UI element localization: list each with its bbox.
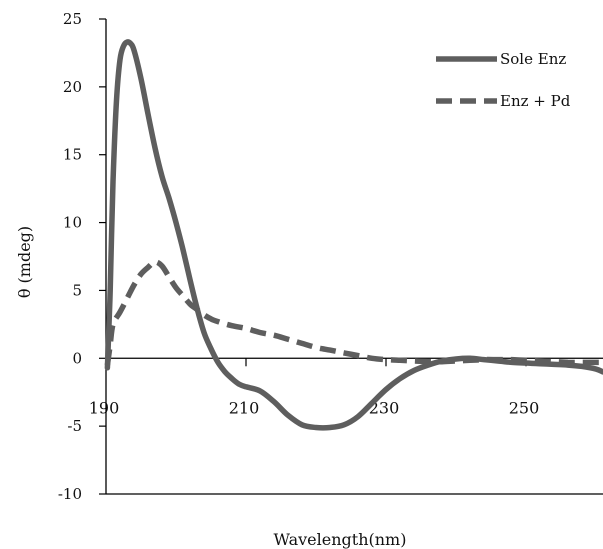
y-tick-label: -5: [67, 417, 82, 435]
x-tick-label: 210: [229, 398, 260, 417]
legend: Sole Enz Enz + Pd: [436, 50, 571, 110]
series-line-enz-pd: [104, 259, 603, 366]
y-tick-label: 10: [63, 214, 82, 232]
y-tick-label: 15: [63, 146, 82, 164]
y-tick-label: -10: [58, 485, 82, 503]
x-axis-label: Wavelength(nm): [274, 530, 407, 549]
y-tick-label: 5: [72, 281, 82, 299]
series-lines: [104, 39, 603, 431]
y-tick-label: 0: [72, 349, 82, 367]
x-tick-label: 230: [369, 398, 400, 417]
y-axis-label: θ (mdeg): [15, 226, 34, 298]
y-tick-label: 25: [63, 10, 82, 28]
legend-label: Sole Enz: [500, 50, 566, 68]
x-tick-label: 250: [509, 398, 540, 417]
legend-label: Enz + Pd: [500, 92, 571, 110]
x-axis-tick-labels: 190 210 230 250: [89, 398, 540, 417]
y-tick-label: 20: [63, 78, 82, 96]
y-axis-tick-labels: 25 20 15 10 5 0 -5 -10: [58, 10, 82, 503]
x-tick-label: 190: [89, 398, 120, 417]
